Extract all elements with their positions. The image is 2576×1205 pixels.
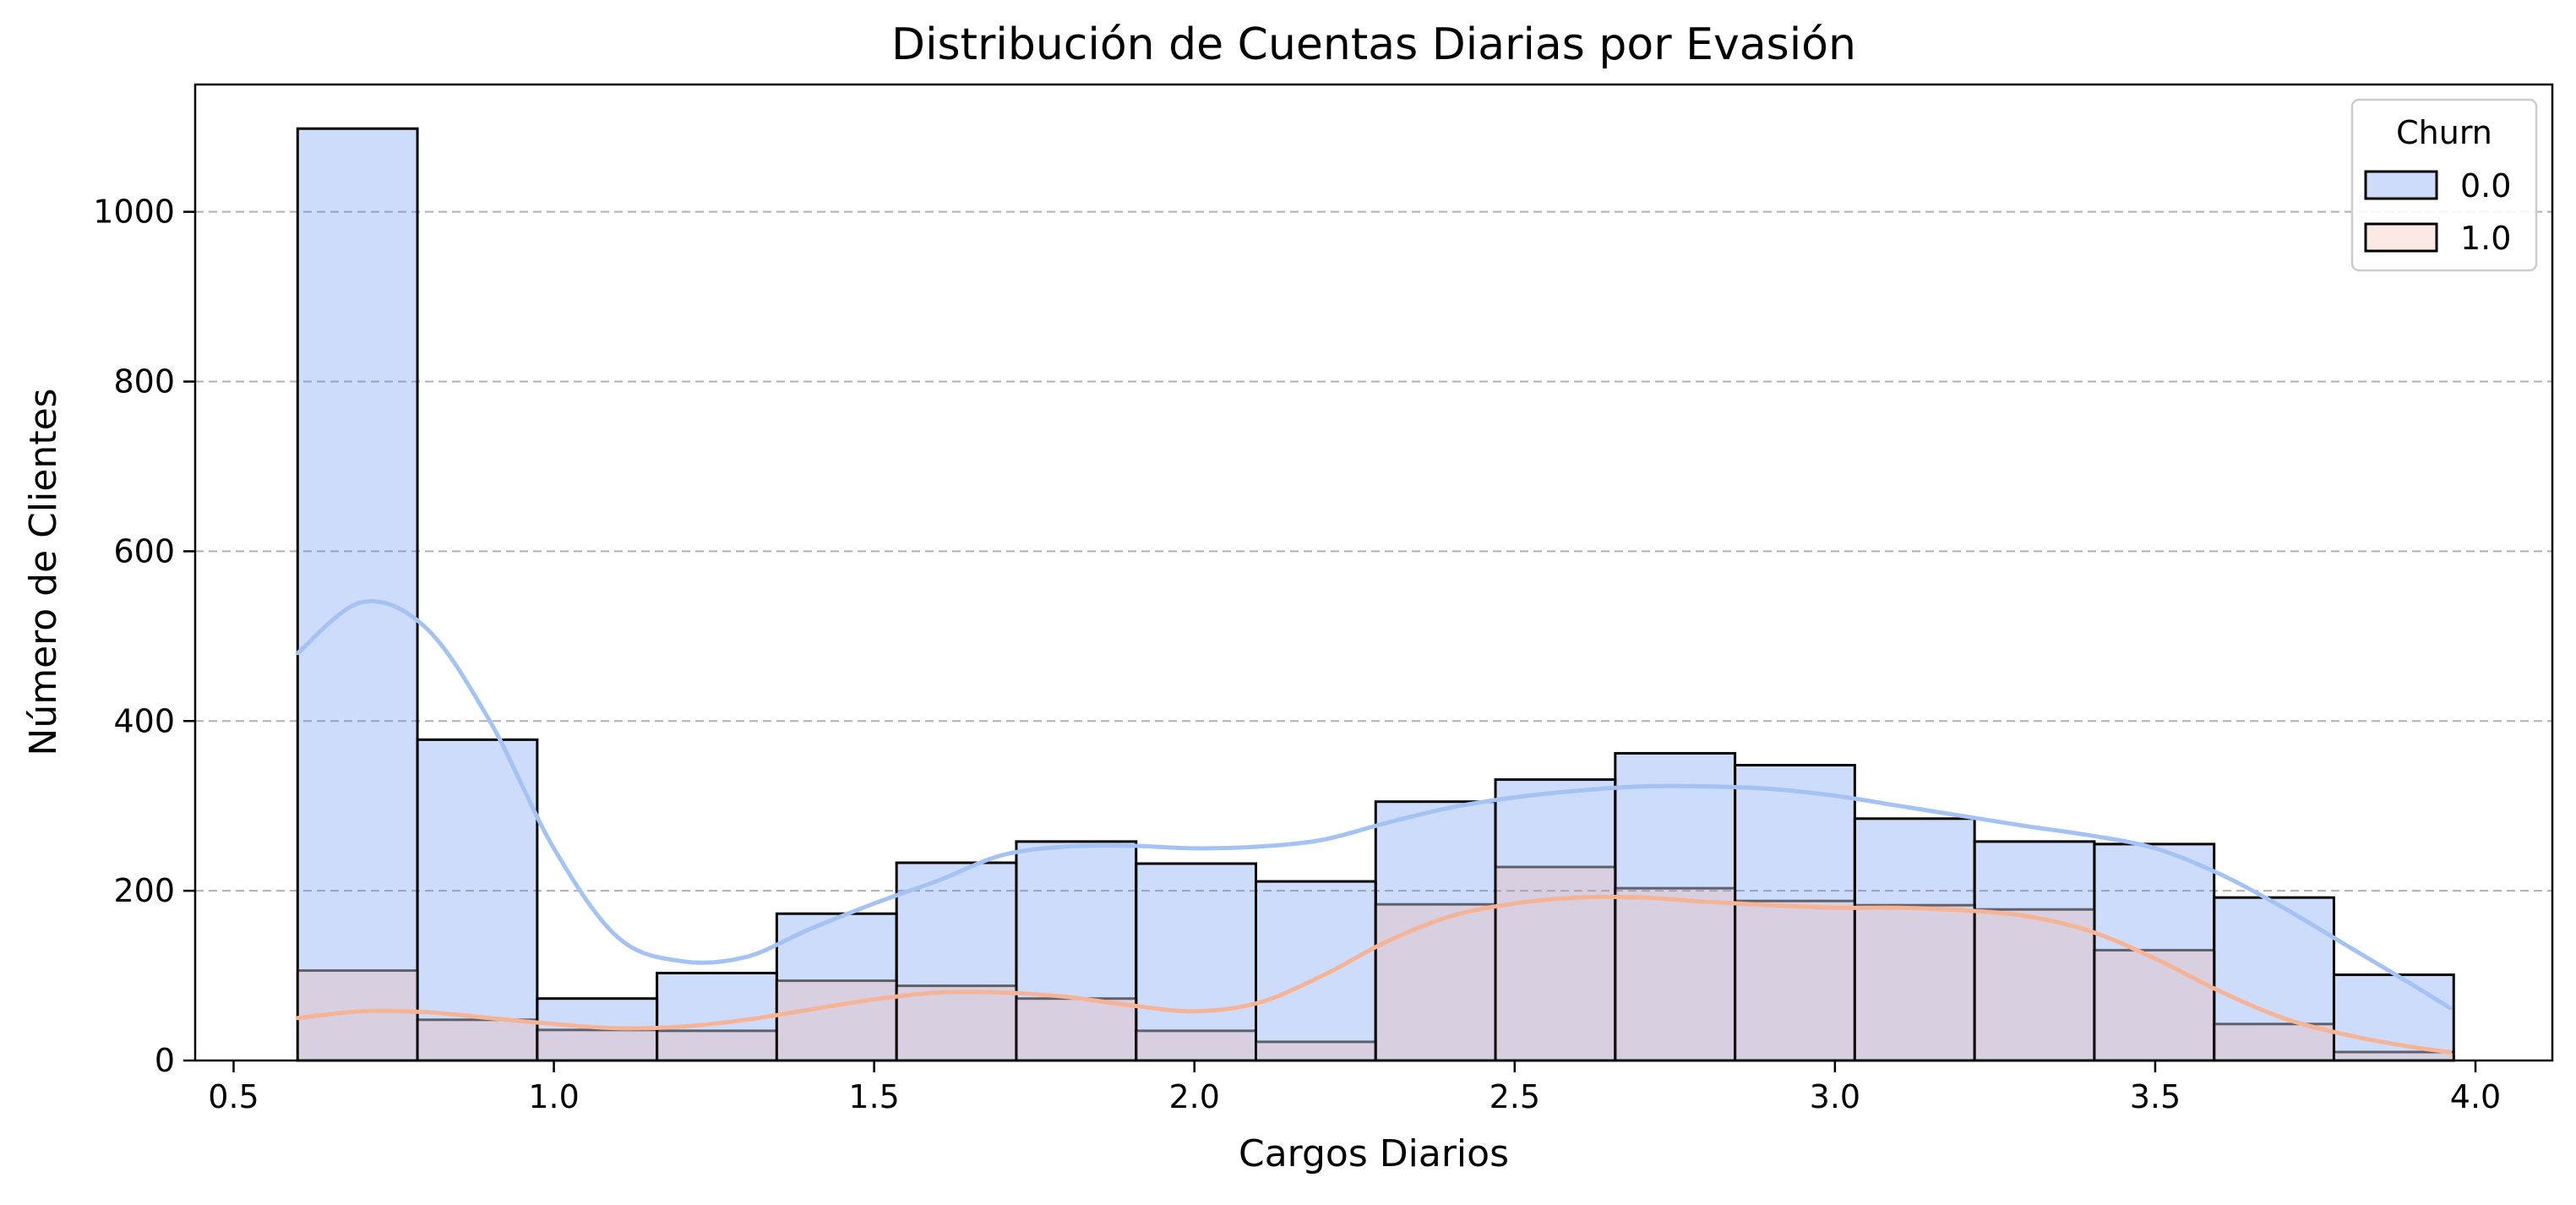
bar-series1-bin-15	[2093, 948, 2216, 1062]
kde-curve-series-0	[295, 599, 2453, 1011]
legend: Churn 0.0 1.0	[2350, 98, 2538, 272]
legend-item-0: 0.0	[2364, 167, 2511, 204]
y-tick-label-1: 200	[113, 872, 175, 909]
bar-series1-bin-9	[1374, 902, 1497, 1062]
bar-series1-bin-7	[1135, 1029, 1258, 1062]
x-tick-label-5: 3.0	[1810, 1078, 1860, 1115]
bar-series1-bin-5	[895, 984, 1018, 1062]
y-tick-label-2: 400	[113, 702, 175, 739]
bar-series1-bin-17	[2332, 1050, 2455, 1062]
chart-title: Distribución de Cuentas Diarias por Evas…	[891, 19, 1856, 70]
bar-series0-bin-7	[1135, 862, 1258, 1062]
legend-swatch-0	[2364, 170, 2438, 200]
x-axis: 0.5 1.0 1.5 2.0 2.5 3.0 3.5 4.0	[208, 1061, 2501, 1115]
bar-series1-bin-4	[775, 979, 898, 1062]
x-tick-label-4: 2.5	[1490, 1078, 1540, 1115]
bar-series1-bin-12	[1734, 899, 1856, 1062]
x-tick-label-6: 3.5	[2130, 1078, 2181, 1115]
kde-curve-series-1	[295, 894, 2453, 1055]
legend-label-0: 0.0	[2460, 167, 2511, 204]
bar-series0-bin-1	[416, 738, 539, 1062]
y-tick-label-3: 600	[113, 532, 175, 570]
y-axis-label: Número de Clientes	[22, 388, 65, 755]
bar-series0-bin-17	[2332, 973, 2455, 1062]
bar-series0-bin-15	[2093, 842, 2216, 1062]
y-tick-label-0: 0	[155, 1042, 175, 1079]
plot-frame	[193, 83, 2554, 1062]
x-tick-label-3: 2.0	[1168, 1078, 1219, 1115]
grid-layer	[195, 210, 2552, 892]
bar-series0-bin-5	[895, 861, 1018, 1062]
x-axis-label: Cargos Diarios	[1239, 1132, 1509, 1175]
bars-series-0	[296, 127, 2455, 1062]
bar-series1-bin-3	[656, 1029, 778, 1062]
bars-layer	[296, 127, 2455, 1062]
bar-series0-bin-13	[1853, 817, 1976, 1062]
kde-layer	[295, 599, 2453, 1055]
bar-series0-bin-11	[1614, 751, 1737, 1062]
bar-series1-bin-8	[1255, 1040, 1377, 1062]
legend-swatch-1	[2364, 222, 2438, 253]
legend-title: Churn	[2396, 114, 2492, 151]
y-tick-label-5: 1000	[93, 194, 175, 231]
bar-series1-bin-6	[1015, 997, 1138, 1062]
bar-series0-bin-0	[296, 127, 419, 1062]
bar-series0-bin-10	[1494, 778, 1617, 1062]
y-tick-label-4: 800	[113, 363, 175, 401]
legend-label-1: 1.0	[2460, 220, 2511, 257]
y-axis: 0 200 400 600 800 1000	[93, 194, 195, 1079]
bar-series1-bin-14	[1973, 908, 2096, 1062]
x-tick-label-7: 4.0	[2450, 1078, 2501, 1115]
x-tick-label-2: 1.5	[848, 1078, 899, 1115]
x-tick-label-1: 1.0	[528, 1078, 579, 1115]
bar-series1-bin-11	[1614, 886, 1737, 1062]
legend-item-1: 1.0	[2364, 220, 2511, 257]
bar-series0-bin-8	[1255, 880, 1377, 1062]
bar-series1-bin-2	[536, 1028, 659, 1062]
bar-series1-bin-13	[1853, 903, 1976, 1062]
bar-series1-bin-1	[416, 1018, 539, 1062]
x-tick-label-0: 0.5	[208, 1078, 259, 1115]
legend-box	[2350, 98, 2538, 272]
bar-series0-bin-14	[1973, 840, 2096, 1062]
bar-series0-bin-6	[1015, 840, 1138, 1062]
